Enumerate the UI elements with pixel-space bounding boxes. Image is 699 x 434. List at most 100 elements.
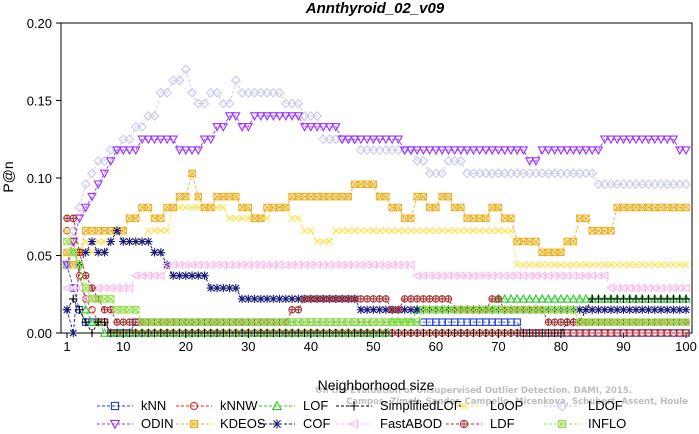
series-line [66,230,686,334]
data-point [363,295,371,303]
data-point [124,134,135,145]
data-point [344,227,352,235]
data-point [643,135,654,145]
data-point [325,295,334,303]
data-point [443,146,454,156]
data-point [375,295,384,303]
data-point [125,306,134,314]
data-point [606,135,616,145]
data-point [344,192,353,201]
data-point [231,283,240,293]
legend-label: INFLO [588,416,626,431]
data-point [588,305,597,314]
data-point [313,237,321,246]
data-point [550,318,559,326]
data-point [224,112,235,121]
data-point [419,192,428,201]
data-point [568,146,579,156]
data-point [544,261,553,269]
data-point [149,111,160,121]
data-point [613,305,622,314]
data-point [638,305,647,314]
data-point [150,248,159,257]
data-point [512,146,522,156]
data-point [575,305,584,314]
data-point [162,87,172,98]
data-point [337,135,347,145]
data-point [206,135,216,145]
data-point [350,295,359,303]
series-layer [61,64,691,338]
data-point [244,203,253,212]
legend-label: KDEOS [220,416,266,431]
data-point [650,305,659,314]
data-point [476,227,484,235]
data-point [272,419,282,429]
data-point [124,146,135,156]
data-point [157,214,165,223]
data-point [574,293,585,303]
data-point [551,261,559,269]
data-point [656,305,666,314]
data-point [150,227,159,235]
data-point [419,295,428,303]
data-point [562,293,572,303]
data-point [182,203,190,212]
data-point [382,295,390,303]
data-point [238,214,246,222]
data-point [444,295,453,303]
data-point [412,146,422,156]
data-point [87,237,97,246]
data-point [82,271,90,280]
data-point [100,317,109,327]
data-point [137,135,147,145]
data-point [682,318,690,326]
data-point [332,227,340,235]
plot-area-frame [60,22,693,334]
legend-label: kNN [141,398,166,413]
data-point [368,135,379,145]
data-point [175,271,184,280]
data-point [459,419,469,429]
data-point [88,248,96,256]
data-point [293,112,304,121]
data-point [212,123,222,132]
data-point [413,227,421,235]
data-point [494,295,503,303]
data-point [581,305,591,314]
data-point [169,203,178,212]
data-point [619,261,628,269]
data-point [94,248,103,257]
data-point [607,226,615,235]
data-point [74,214,85,224]
data-point [494,227,503,235]
x-tick-label: 30 [241,339,255,354]
data-point [444,192,453,201]
x-tick-label: 100 [675,339,697,354]
data-point [557,248,565,257]
data-point [249,112,260,121]
data-point [524,293,535,303]
data-point [110,401,120,411]
data-point [531,157,541,166]
data-point [506,293,516,303]
data-point [88,284,96,292]
data-point [549,146,560,156]
data-point [80,179,91,190]
legend-label: kNNW [220,398,258,413]
data-point [212,87,222,98]
data-point [432,227,440,235]
data-point [556,293,566,303]
data-point [419,227,427,235]
data-point [300,295,309,303]
data-point [81,317,90,327]
data-point [413,192,421,201]
x-tick-label: 60 [429,339,443,354]
legend-label: LDOF [588,398,623,413]
data-point [206,283,215,293]
data-point [343,135,354,145]
data-point [413,318,421,326]
legend-item-cof: COF [259,416,331,431]
data-point [113,318,121,326]
data-point [282,203,290,212]
